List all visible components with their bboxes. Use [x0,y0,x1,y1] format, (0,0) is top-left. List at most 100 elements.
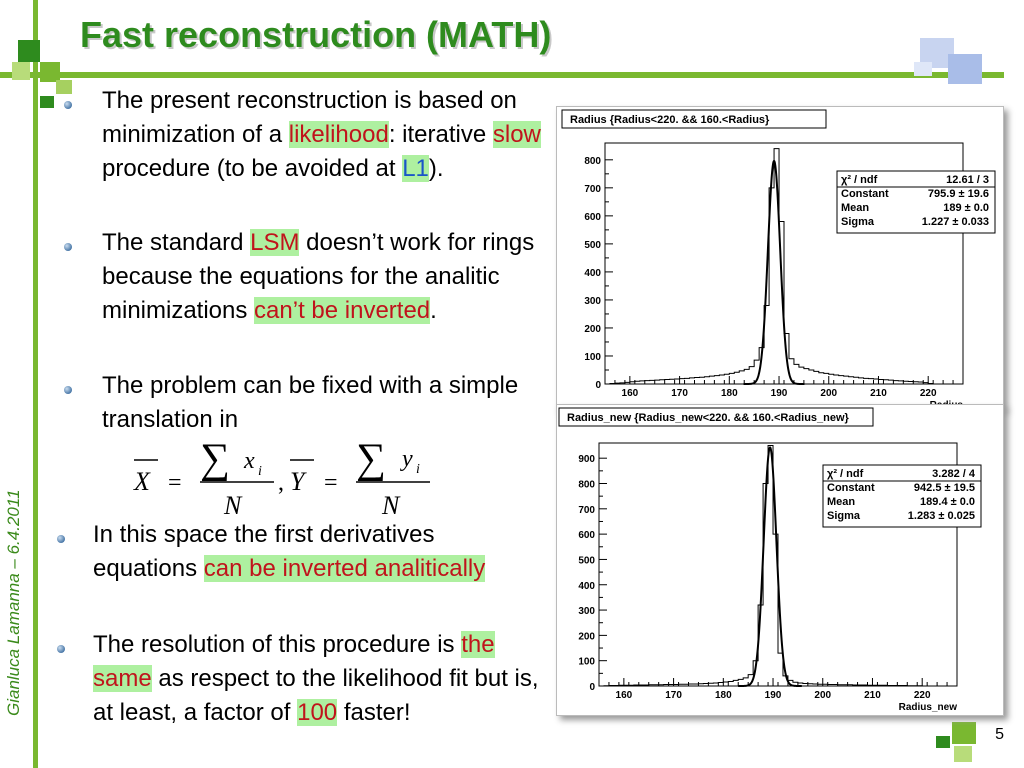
x-tick-label: 170 [665,690,682,701]
fit-stats-box [822,464,982,528]
y-tick-label: 700 [578,505,595,516]
x-tick-label: 180 [721,388,738,399]
x-tick-label: 180 [715,690,732,701]
y-tick-label: 100 [578,657,595,668]
fit-stats-box [836,170,996,234]
highlighted-term: can’t be inverted [254,297,431,324]
y-tick-label: 200 [578,631,595,642]
bullet-text-segment: The resolution of this procedure is [93,631,462,658]
highlighted-term: likelihood [288,121,389,148]
y-tick-label: 900 [578,454,595,465]
bullet-text-segment: doesn’t work for rings because the equat… [102,229,535,324]
x-tick-label: 200 [814,690,831,701]
fit-stat-label: Mean [827,496,855,508]
x-tick-label: 200 [820,388,837,399]
histogram-series [599,445,928,687]
author-date-label: Gianluca Lamanna – 6.4.2011 [4,489,23,716]
fit-stat-label: Constant [841,188,889,200]
bullet-text-segment: procedure (to be avoided at [102,155,403,182]
histogram-title-box [561,109,827,129]
subscript-i: i [258,464,262,479]
y-i-symbol: y [400,446,413,472]
fit-stat-value: 1.283 ± 0.025 [908,510,975,522]
radius-histogram-panel: Radius {Radius<220. && 160.<Radius} 0 100 2… [556,106,1004,411]
x-tick-label: 210 [864,690,881,701]
fit-stat-label: χ² / ndf [827,468,864,480]
bullet-text-segment: . [430,297,437,324]
equals-sign: = [168,470,182,496]
histogram-title: Radius {Radius<220. && 160.<Radius} [570,114,770,126]
x-tick-label: 220 [914,690,931,701]
fit-stat-value: 12.61 / 3 [946,174,989,186]
radius-histogram-chart: Radius {Radius<220. && 160.<Radius} 0 100 2… [561,109,996,411]
bullet-text-3: The problem can be fixed with a simple t… [102,369,522,437]
x-axis-label: Radius_new [899,702,958,713]
highlighted-term: LSM [250,229,300,256]
bullet-icon [57,535,65,543]
fit-stat-value: 1.227 ± 0.033 [922,216,989,228]
y-tick-label: 600 [584,212,601,223]
bullet-text-segment: : iterative [388,121,493,148]
bullet-text-segment: The standard [102,229,251,256]
radius-new-histogram-chart: Radius_new {Radius_new<220. && 160.<Radi… [558,407,982,713]
y-tick-label: 200 [584,324,601,335]
comma-separator: , [278,470,284,496]
histogram-title: Radius_new {Radius_new<220. && 160.<Radi… [567,412,850,424]
y-tick-label: 800 [584,156,601,167]
x-tick-label: 190 [765,690,782,701]
x-tick-label: 170 [671,388,688,399]
sum-symbol: ∑ [356,436,386,482]
equals-sign: = [324,470,338,496]
highlighted-term: slow [492,121,541,148]
y-tick-label: 400 [578,581,595,592]
x-bar-symbol: X [133,467,151,496]
denominator-n: N [223,491,243,520]
histogram-title-box [558,407,874,427]
highlighted-term: can be inverted analitically [203,555,486,582]
fit-stat-label: Sigma [841,216,875,228]
bullet-icon [64,386,72,394]
mean-translation-formula: X = ∑ x i N , Y = ∑ y i N [133,436,430,520]
y-tick-label: 0 [589,682,595,693]
fit-stat-value: 189 ± 0.0 [943,202,989,214]
y-tick-label: 500 [584,240,601,251]
bullet-text-segment: In this space the first derivatives equa… [93,521,435,582]
gaussian-fit-curve [738,446,802,687]
x-tick-label: 190 [771,388,788,399]
histogram-series [605,148,934,385]
fit-stat-value: 3.282 / 4 [932,468,976,480]
y-tick-label: 400 [584,268,601,279]
fit-stat-label: χ² / ndf [841,174,878,186]
bullet-icon [64,243,72,251]
y-tick-label: 800 [578,480,595,491]
gaussian-fit-curve [743,159,805,385]
bullet-text-segment: faster! [337,699,411,726]
y-tick-label: 300 [578,606,595,617]
bullet-text-5: The resolution of this procedure is the … [93,628,543,730]
subscript-i: i [416,462,420,477]
highlighted-term: 100 [297,699,338,726]
highlighted-term: L1 [402,155,429,182]
left-vertical-rule [33,0,38,768]
y-tick-label: 0 [595,380,601,391]
denominator-n: N [381,491,401,520]
bullet-text-segment: ). [428,155,444,182]
x-i-symbol: x [243,448,255,474]
fit-stat-label: Sigma [827,510,861,522]
title-underline-rule [0,72,1004,78]
sum-symbol: ∑ [200,436,230,482]
slide-title: Fast reconstruction (MATH) [80,14,552,55]
y-bar-symbol: Y [290,467,307,496]
bullet-icon [57,645,65,653]
y-tick-label: 600 [578,530,595,541]
fit-stat-value: 795.9 ± 19.6 [928,188,989,200]
x-tick-label: 160 [616,690,633,701]
bullet-text-segment: The problem can be fixed with a simple t… [102,372,519,433]
y-tick-label: 700 [584,184,601,195]
fit-stat-value: 942.5 ± 19.5 [914,482,975,494]
x-tick-label: 210 [870,388,887,399]
x-tick-label: 220 [920,388,937,399]
fit-stat-label: Constant [827,482,875,494]
fit-stat-label: Mean [841,202,869,214]
page-number: 5 [995,726,1004,743]
